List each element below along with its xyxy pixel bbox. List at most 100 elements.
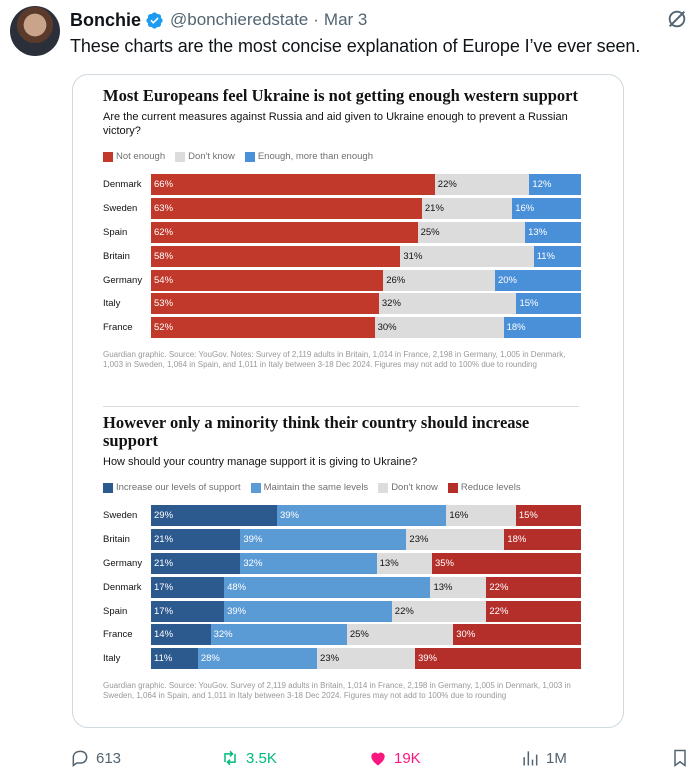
bar-segment: 58%	[151, 245, 401, 267]
bar-row: Spain 62% 25% 13%	[103, 221, 581, 245]
bar-segment: 23%	[317, 648, 415, 670]
bar-row: Sweden 29% 39% 16% 15%	[103, 504, 581, 528]
bar-track: 11% 28% 23% 39%	[151, 648, 581, 670]
bar-track: 17% 39% 22% 22%	[151, 600, 581, 622]
bookmark-icon	[674, 749, 686, 767]
retweet-button[interactable]: 3.5K	[220, 743, 277, 773]
bar-segment: 16%	[512, 198, 581, 220]
bar-segment: 52%	[151, 317, 375, 339]
bar-segment: 26%	[383, 269, 495, 291]
chart-title: However only a minority think their coun…	[103, 413, 530, 450]
author-name[interactable]: Bonchie	[70, 9, 142, 30]
view-count: 1M	[546, 749, 567, 767]
chart-subtitle: How should your country manage support i…	[103, 456, 418, 468]
bar-segment: 25%	[417, 221, 526, 243]
bar-segment: 22%	[486, 576, 581, 598]
bar-segment: 18%	[503, 317, 581, 339]
bar-segment: 21%	[151, 552, 241, 574]
bar-segment: 35%	[431, 552, 581, 574]
bar-segment: 17%	[151, 576, 225, 598]
grok-icon[interactable]	[666, 8, 688, 30]
legend-label: Enough, more than enough	[257, 151, 373, 162]
like-button[interactable]: 19K	[368, 743, 421, 773]
bar-segment: 20%	[494, 269, 581, 291]
tweet-date[interactable]: Mar 3	[323, 10, 368, 29]
bar-row: Denmark 66% 22% 12%	[103, 173, 581, 197]
bar-track: 63% 21% 16%	[151, 198, 581, 220]
bar-segment: 18%	[504, 529, 581, 551]
bar-row: France 14% 32% 25% 30%	[103, 623, 581, 647]
bar-row: Sweden 63% 21% 16%	[103, 197, 581, 221]
category-label: Spain	[103, 226, 128, 238]
bar-row: Britain 58% 31% 11%	[103, 244, 581, 268]
category-label: Sweden	[103, 203, 138, 215]
chart-bars: Denmark 66% 22% 12% Sweden 63% 21% 16% Spain 62% 2…	[103, 173, 581, 340]
bookmark-button[interactable]	[670, 743, 690, 773]
author-handle[interactable]: @bonchieredstate	[170, 10, 309, 29]
bar-segment: 53%	[151, 293, 379, 315]
bar-segment: 13%	[430, 576, 487, 598]
bar-segment: 11%	[151, 648, 198, 670]
bar-segment: 32%	[210, 624, 347, 646]
legend-label: Not enough	[116, 151, 166, 162]
bar-segment: 39%	[414, 648, 581, 670]
chart-note: Guardian graphic. Source: YouGov. Notes:…	[103, 349, 566, 369]
bar-segment: 13%	[525, 221, 581, 243]
bar-segment: 31%	[400, 245, 534, 267]
bar-row: Italy 53% 32% 15%	[103, 292, 581, 316]
chart-note: Guardian graphic. Source: YouGov. Survey…	[103, 680, 571, 700]
tweet-actions: 613 3.5K 19K 1M	[70, 743, 690, 773]
author-avatar[interactable]	[10, 6, 60, 56]
bar-row: Germany 21% 32% 13% 35%	[103, 552, 581, 576]
bar-segment: 30%	[453, 624, 581, 646]
bar-track: 21% 39% 23% 18%	[151, 529, 581, 551]
legend-swatch	[447, 482, 458, 493]
bar-track: 66% 22% 12%	[151, 174, 581, 196]
retweet-count: 3.5K	[246, 749, 277, 767]
reply-button[interactable]: 613	[70, 743, 121, 773]
legend-label: Don't know	[391, 482, 438, 493]
legend-label: Maintain the same levels	[263, 482, 369, 493]
legend-swatch	[250, 482, 261, 493]
legend-swatch	[378, 482, 389, 493]
legend-swatch	[103, 151, 113, 162]
category-label: Germany	[103, 274, 143, 286]
bar-segment: 17%	[151, 600, 225, 622]
bar-row: Denmark 17% 48% 13% 22%	[103, 575, 581, 599]
category-label: Spain	[103, 605, 128, 617]
bar-segment: 21%	[421, 198, 513, 220]
category-label: Italy	[103, 298, 121, 310]
bar-segment: 22%	[486, 600, 581, 622]
bar-segment: 25%	[346, 624, 454, 646]
views-icon	[523, 751, 538, 766]
chart-title: Most Europeans feel Ukraine is not getti…	[103, 86, 578, 105]
bar-segment: 66%	[151, 174, 435, 196]
legend-label: Increase our levels of support	[116, 482, 241, 493]
bar-track: 29% 39% 16% 15%	[151, 505, 581, 527]
bar-segment: 21%	[151, 529, 241, 551]
bar-row: Germany 54% 26% 20%	[103, 268, 581, 292]
bar-track: 58% 31% 11%	[151, 245, 581, 267]
tweet-media-image[interactable]: Most Europeans feel Ukraine is not getti…	[72, 74, 624, 728]
bar-segment: 16%	[446, 505, 516, 527]
like-count: 19K	[394, 749, 421, 767]
views-button[interactable]: 1M	[520, 743, 567, 773]
bar-row: Britain 21% 39% 23% 18%	[103, 528, 581, 552]
bar-segment: 13%	[376, 552, 432, 574]
header-separator: ·	[313, 10, 319, 29]
bar-track: 17% 48% 13% 22%	[151, 576, 581, 598]
bar-track: 54% 26% 20%	[151, 269, 581, 291]
category-label: Sweden	[103, 510, 138, 522]
reply-count: 613	[96, 749, 122, 767]
chart-divider	[103, 406, 579, 407]
reply-icon	[72, 750, 88, 767]
bar-segment: 54%	[151, 269, 384, 291]
bar-segment: 12%	[529, 174, 581, 196]
legend-item: Maintain the same levels	[250, 482, 369, 493]
bar-segment: 11%	[533, 245, 581, 267]
category-label: Britain	[103, 250, 130, 262]
bar-segment: 30%	[374, 317, 504, 339]
legend-swatch	[175, 151, 186, 162]
bar-track: 52% 30% 18%	[151, 317, 581, 339]
legend-item: Reduce levels	[447, 482, 521, 493]
